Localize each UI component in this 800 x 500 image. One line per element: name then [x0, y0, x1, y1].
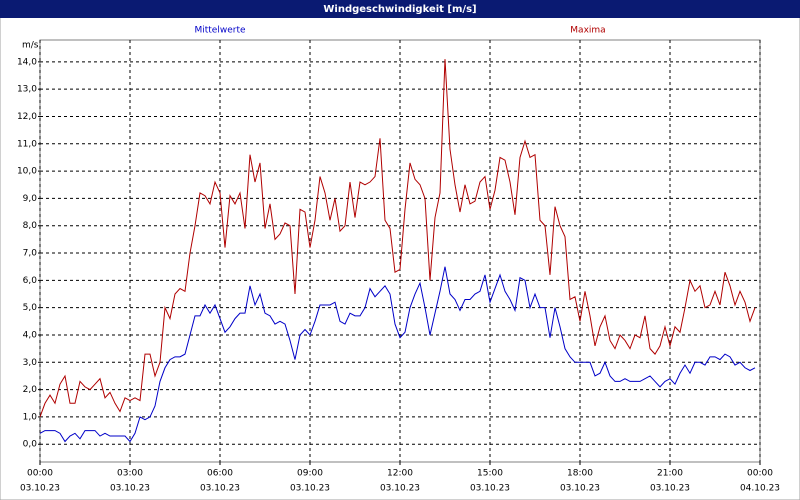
y-tick-label: 6,0	[23, 276, 38, 286]
x-tick-label: 03:00	[117, 469, 143, 479]
x-tick-date: 03.10.23	[20, 484, 60, 494]
y-tick-label: 5,0	[23, 303, 38, 313]
series-line	[39, 266, 756, 443]
x-tick-label: 00:00	[747, 469, 773, 479]
x-tick-date: 03.10.23	[380, 484, 420, 494]
chart-title: Windgeschwindigkeit [m/s]	[323, 4, 476, 15]
y-tick-label: 8,0	[23, 221, 38, 231]
y-tick-label: 11,0	[17, 139, 37, 149]
x-tick-label: 09:00	[297, 469, 323, 479]
title-bar	[0, 0, 800, 18]
x-tick-label: 12:00	[387, 469, 413, 479]
y-tick-label: 4,0	[23, 330, 38, 340]
y-tick-label: 2,0	[23, 385, 38, 395]
x-tick-label: 00:00	[27, 469, 53, 479]
series-line	[39, 59, 756, 418]
x-tick-date: 03.10.23	[290, 484, 330, 494]
y-tick-label: 0,0	[23, 440, 38, 450]
y-tick-label: 12,0	[17, 112, 37, 122]
x-tick-label: 15:00	[477, 469, 503, 479]
x-tick-date: 03.10.23	[560, 484, 600, 494]
y-tick-label: 14,0	[17, 57, 37, 67]
y-tick-label: 13,0	[17, 85, 37, 95]
x-tick-label: 06:00	[207, 469, 233, 479]
x-tick-date: 03.10.23	[470, 484, 510, 494]
legend-entry: Mittelwerte	[194, 26, 245, 36]
x-tick-label: 18:00	[567, 469, 593, 479]
y-tick-label: 10,0	[17, 167, 37, 177]
y-tick-label: 9,0	[23, 194, 38, 204]
y-tick-label: 7,0	[23, 249, 38, 259]
legend-entry: Maxima	[570, 26, 605, 36]
y-tick-label: 3,0	[23, 358, 38, 368]
x-tick-date: 03.10.23	[110, 484, 150, 494]
y-axis-label: m/s	[22, 41, 39, 51]
x-tick-date: 03.10.23	[650, 484, 690, 494]
x-tick-label: 21:00	[657, 469, 683, 479]
x-tick-date: 04.10.23	[740, 484, 780, 494]
y-tick-label: 1,0	[23, 412, 38, 422]
x-tick-date: 03.10.23	[200, 484, 240, 494]
